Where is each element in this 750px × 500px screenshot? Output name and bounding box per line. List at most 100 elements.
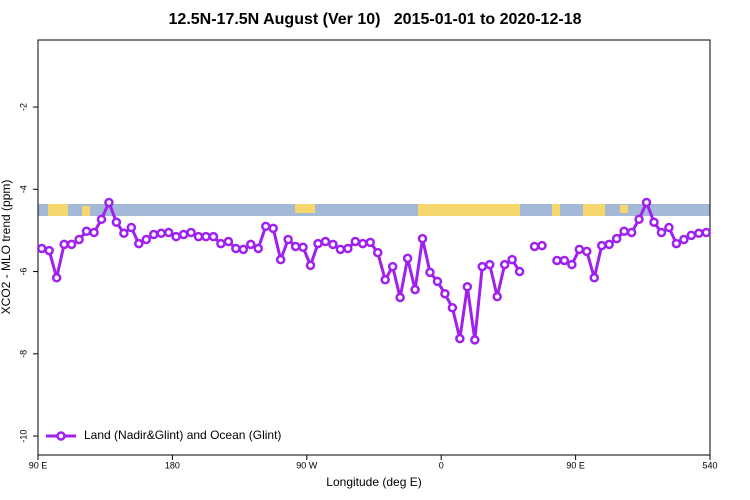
point [432,276,443,287]
point [350,236,361,247]
point [462,282,473,292]
point [89,227,99,238]
point [51,272,62,283]
point [455,333,465,344]
point [298,242,308,253]
point [402,253,413,264]
point [596,240,607,251]
point [74,234,84,245]
point [119,228,129,239]
point [484,259,495,270]
point [201,231,211,242]
x-tick-label: 90 W [296,460,318,470]
point [611,233,622,244]
point [260,221,271,232]
point [589,272,600,283]
point [320,236,331,247]
point [238,244,249,255]
point [567,259,577,270]
point [134,238,144,249]
point [208,231,219,242]
point [499,259,510,270]
point [268,223,278,234]
point [335,244,346,255]
point [574,244,585,255]
y-tick-label: -10 [18,430,28,443]
point [395,292,405,303]
point [552,255,562,266]
point [186,227,196,238]
x-tick-label: 180 [165,460,180,470]
point [96,214,107,225]
point [679,234,689,245]
point [246,239,256,250]
point [537,240,547,251]
point [171,231,181,242]
point [104,197,114,208]
point [343,243,353,254]
map-strip [38,204,710,216]
x-tick-label: 0 [439,460,444,470]
x-tick-label: 540 [702,460,717,470]
y-axis-label: XCO2 - MLO trend (ppm) [0,180,13,315]
point [380,275,390,285]
point [701,227,712,238]
point [387,261,398,272]
point [425,267,435,278]
point [141,234,152,245]
y-tick-label: -6 [18,268,28,276]
point [470,335,480,345]
point [290,241,301,252]
point [193,231,204,242]
point [649,217,659,227]
point [372,247,383,258]
point [417,233,428,244]
point [231,243,241,254]
point [559,255,570,266]
point [59,239,69,250]
point [477,261,488,272]
y-tick-label: -2 [18,103,28,111]
point [283,234,293,245]
point [66,239,77,250]
point [178,229,189,240]
point [440,289,450,299]
point [656,227,667,238]
y-tick-label: -4 [18,185,28,193]
legend-label: Land (Nadir&Glint) and Ocean (Glint) [84,428,281,442]
point [365,237,376,248]
point [492,291,502,302]
legend-marker [56,431,66,441]
point [664,222,674,233]
point [507,254,517,265]
point [111,217,122,227]
chart-title: 12.5N-17.5N August (Ver 10) 2015-01-01 t… [169,11,582,28]
point [686,230,697,241]
point [275,254,286,265]
point [634,214,644,225]
point [529,241,540,252]
point [163,227,174,238]
point [305,260,316,271]
point [126,222,137,233]
point [36,243,47,254]
y-tick-label: -8 [18,350,28,358]
point [410,284,420,295]
x-axis-label: Longitude (deg E) [326,475,421,489]
point [156,228,166,239]
point [604,239,614,250]
point [619,226,629,237]
point [694,228,704,239]
point [447,303,458,313]
x-tick-label: 90 E [566,460,585,470]
point [223,236,234,247]
point [641,197,652,208]
point [358,238,368,249]
point [148,229,159,240]
point [582,246,592,257]
point [626,227,637,238]
point [328,239,338,250]
point [671,238,682,249]
point [44,245,54,256]
